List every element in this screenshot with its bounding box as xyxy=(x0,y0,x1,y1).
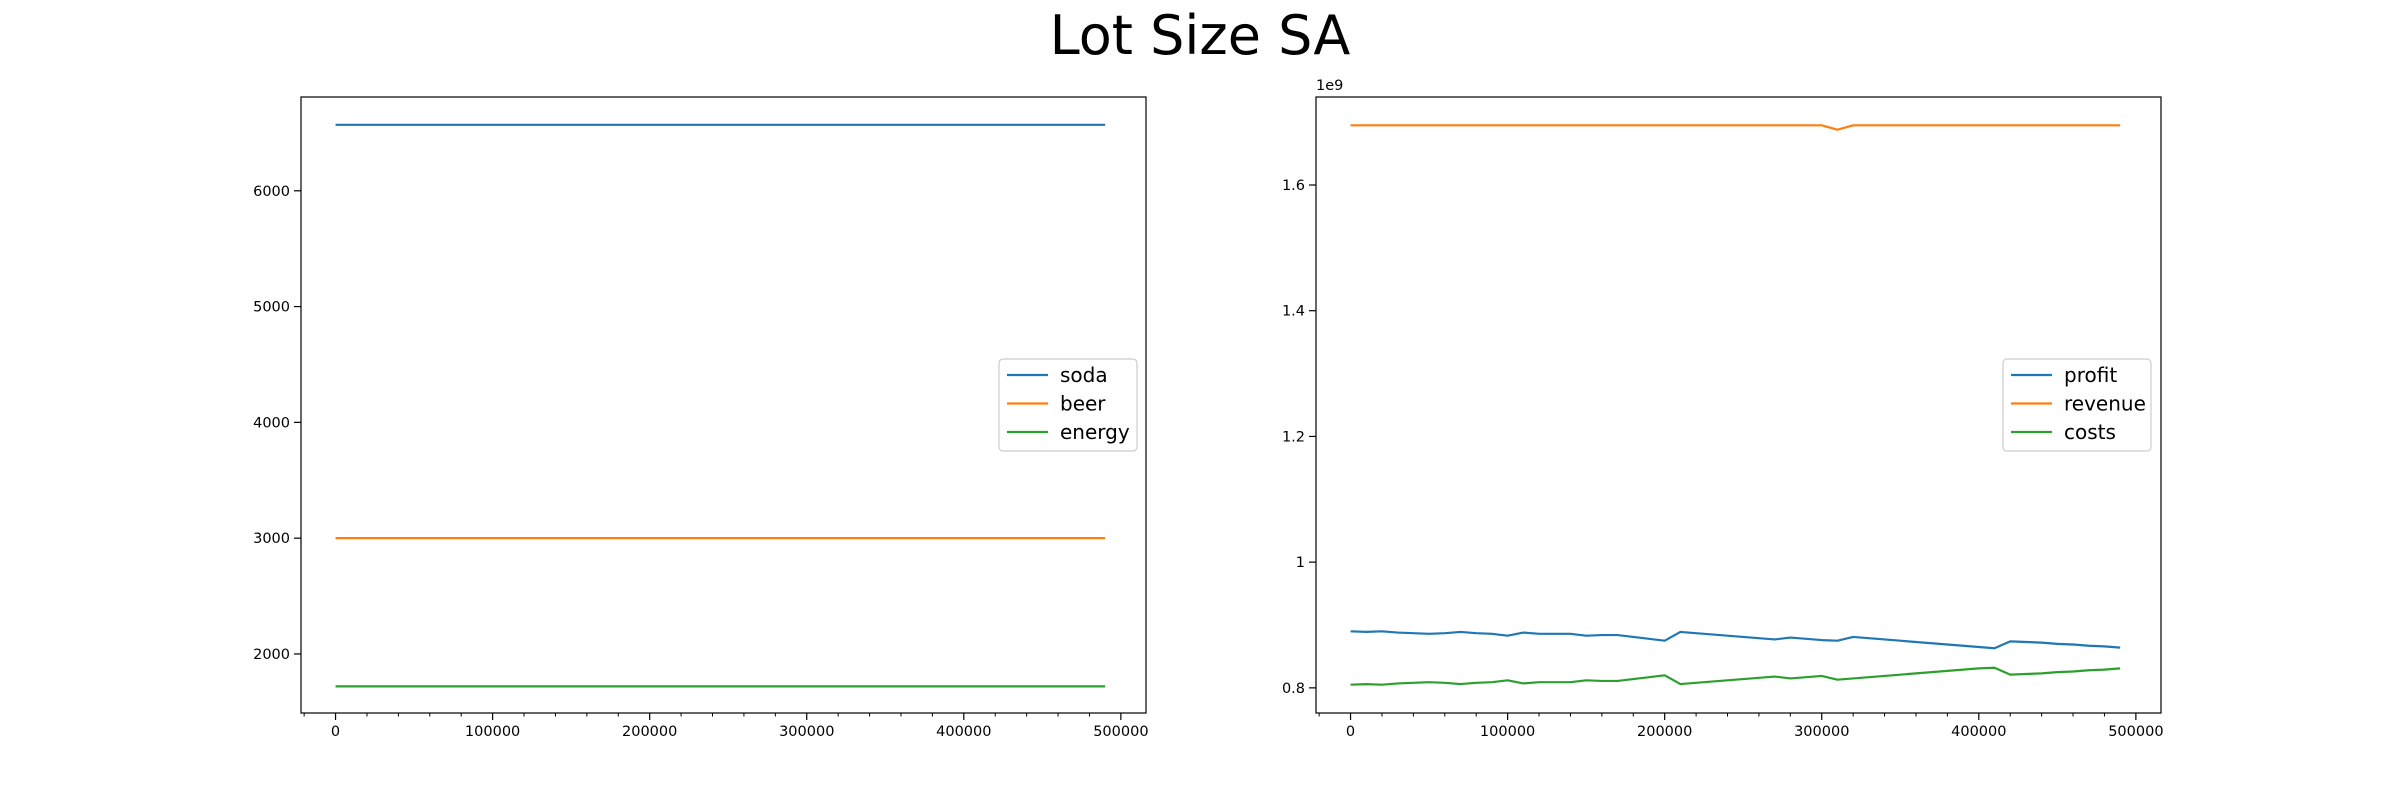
figure-title: Lot Size SA xyxy=(1050,4,1351,67)
legend: profit revenue costs xyxy=(2002,358,2152,452)
y-tick-label: 5000 xyxy=(253,300,290,316)
legend: soda beer energy xyxy=(998,358,1138,452)
y-tick-label: 1 xyxy=(1296,555,1305,571)
series-line-profit xyxy=(1350,630,2121,650)
legend-label-beer: beer xyxy=(1060,392,1106,416)
y-tick-label: 1.4 xyxy=(1282,304,1305,320)
legend-label-revenue: revenue xyxy=(2064,392,2146,416)
chart-panel-financials: 0 100000 200000 300000 400000 500000 0.8 1 1.2 1.… xyxy=(1282,78,2164,740)
legend-label-profit: profit xyxy=(2064,363,2117,387)
x-tick-label: 300000 xyxy=(1794,724,1849,740)
y-tick-label: 1.6 xyxy=(1282,178,1305,194)
y-tick-label: 1.2 xyxy=(1282,429,1305,445)
chart-panel-inventory: 0 100000 200000 300000 400000 500000 2000 3000 4… xyxy=(253,96,1149,740)
x-tick-label: 100000 xyxy=(1480,724,1535,740)
series-line-costs xyxy=(1350,666,2121,686)
y-tick-label: 4000 xyxy=(253,415,290,431)
x-tick-label: 300000 xyxy=(779,724,834,740)
x-tick-label: 200000 xyxy=(622,724,677,740)
legend-label-costs: costs xyxy=(2064,420,2116,444)
y-tick-label: 0.8 xyxy=(1282,681,1305,697)
x-tick-label: 400000 xyxy=(936,724,991,740)
series-line-revenue xyxy=(1350,124,2121,131)
x-tick-label: 500000 xyxy=(2108,724,2163,740)
x-tick-label: 0 xyxy=(1346,724,1355,740)
plot-frame xyxy=(300,96,1147,714)
legend-box xyxy=(2002,358,2152,452)
x-tick-label: 0 xyxy=(331,724,340,740)
plot-frame xyxy=(1315,96,2162,714)
legend-box xyxy=(998,358,1138,452)
y-tick-label: 6000 xyxy=(253,184,290,200)
y-tick-label: 3000 xyxy=(253,531,290,547)
legend-label-soda: soda xyxy=(1060,363,1108,387)
x-tick-label: 200000 xyxy=(1637,724,1692,740)
legend-label-energy: energy xyxy=(1060,420,1130,444)
x-tick-label: 400000 xyxy=(1951,724,2006,740)
x-tick-label: 100000 xyxy=(465,724,520,740)
y-tick-label: 2000 xyxy=(253,647,290,663)
x-tick-label: 500000 xyxy=(1093,724,1148,740)
y-offset-label: 1e9 xyxy=(1316,78,1343,94)
